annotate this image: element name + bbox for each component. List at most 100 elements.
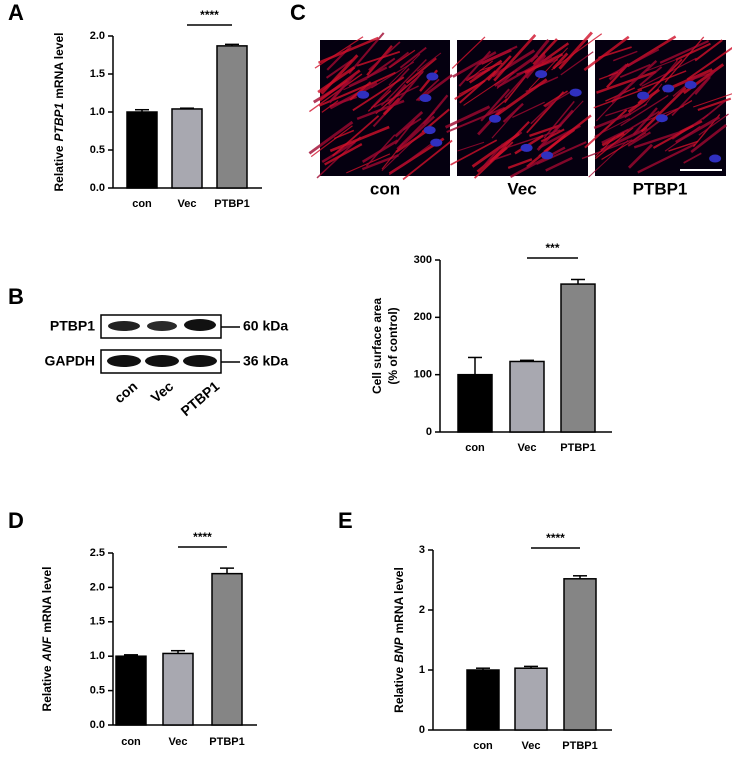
fiber (540, 128, 565, 143)
fiber (405, 57, 437, 84)
fiber (395, 128, 430, 154)
fiber (329, 125, 390, 153)
fiber (551, 33, 603, 71)
y-axis-label-part: Relative (392, 666, 406, 712)
fiber (584, 109, 628, 149)
fiber (365, 134, 396, 167)
fiber (640, 86, 687, 133)
fiber (610, 59, 658, 103)
fiber (532, 38, 558, 66)
y-axis-label-part: Relative (52, 145, 66, 191)
y-tick-label: 0 (426, 426, 432, 438)
blot-lane-label: PTBP1 (177, 378, 222, 419)
x-tick-label: PTBP1 (560, 442, 595, 454)
fiber (693, 93, 732, 108)
x-tick-label: PTBP1 (209, 736, 244, 748)
fiber (632, 107, 658, 136)
fiber (493, 34, 537, 82)
significance: **** (200, 8, 219, 22)
y-tick-label: 1.0 (90, 650, 105, 662)
fiber (598, 71, 619, 80)
y-tick-label: 300 (414, 254, 432, 266)
fiber (321, 140, 356, 164)
fiber (596, 70, 657, 94)
fiber (694, 39, 723, 62)
bar (560, 283, 596, 433)
fiber (352, 76, 405, 112)
fiber (457, 141, 485, 152)
nucleus (489, 114, 502, 123)
fiber (451, 36, 486, 69)
blot-band (147, 321, 177, 331)
fiber (502, 102, 524, 123)
y-axis-label-part: mRNA level (392, 567, 406, 633)
y-tick-label: 2 (419, 604, 425, 616)
x-tick-label: Vec (178, 198, 197, 210)
fiber (526, 91, 565, 134)
fiber (317, 66, 356, 94)
y-tick-label: 1 (419, 664, 425, 676)
fiber (690, 123, 727, 154)
fiber (356, 50, 401, 67)
image-label: con (370, 179, 400, 198)
nucleus (535, 70, 548, 79)
fiber (446, 106, 506, 134)
fiber (600, 126, 648, 152)
blot-lane-label: Vec (148, 378, 177, 406)
fiber (605, 104, 637, 117)
x-tick-label: con (473, 740, 493, 752)
fiber (468, 59, 503, 84)
panel-letter: E (338, 508, 353, 533)
fiber (545, 156, 573, 172)
y-tick-label: 2.0 (90, 581, 105, 593)
fiber (444, 105, 491, 129)
x-tick-label: con (465, 442, 485, 454)
nucleus (709, 154, 722, 163)
fiber (624, 103, 648, 119)
significance: *** (545, 241, 559, 255)
image-label: Vec (507, 179, 536, 198)
fiber (371, 61, 415, 89)
fiber (314, 36, 364, 69)
y-tick-label: 2.5 (90, 547, 105, 559)
fiber (476, 146, 508, 173)
panel-letter: B (8, 284, 24, 309)
y-axis-label: (% of control) (386, 307, 400, 384)
x-tick-label: PTBP1 (562, 740, 597, 752)
fiber (450, 139, 498, 166)
y-tick-label: 2.0 (90, 30, 105, 42)
fiber (487, 98, 508, 116)
significance: **** (546, 531, 565, 545)
fiber (613, 50, 638, 62)
fiber (671, 68, 718, 117)
fiber (594, 118, 631, 137)
fiber (598, 46, 632, 59)
fiber (395, 70, 425, 105)
fiber (308, 120, 354, 155)
fiber (310, 125, 353, 158)
fiber (502, 129, 561, 150)
y-axis-label-part: BNP (392, 636, 406, 662)
panel-letter: D (8, 508, 24, 533)
fiber (620, 94, 669, 127)
y-axis-label-part: Relative (40, 665, 54, 711)
x-tick-label: Vec (169, 736, 188, 748)
nucleus (655, 114, 668, 123)
fiber (318, 83, 369, 107)
fiber (494, 78, 548, 117)
fiber (552, 52, 569, 70)
fiber (664, 36, 705, 83)
bar (126, 111, 158, 189)
fiber (478, 45, 518, 66)
fiber (560, 51, 594, 76)
nucleus (419, 94, 432, 103)
bar (466, 669, 500, 731)
y-axis-label-part: PTBP1 (52, 102, 66, 141)
fiber (524, 52, 564, 75)
fiber (627, 143, 653, 169)
y-axis-label: Relative PTBP1 mRNA level (52, 33, 66, 192)
blot-band (183, 355, 217, 367)
y-tick-label: 200 (414, 311, 432, 323)
fiber (530, 101, 554, 125)
